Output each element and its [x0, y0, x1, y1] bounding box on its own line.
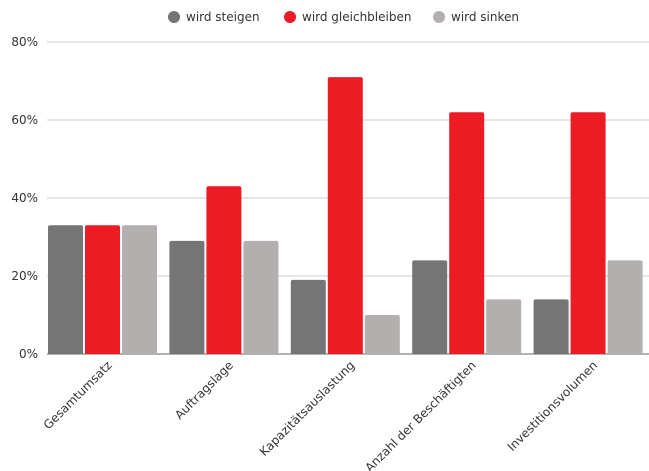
bar: [48, 225, 83, 354]
legend-label: wird gleichbleiben: [302, 10, 411, 24]
bar: [243, 240, 279, 354]
x-category-label: Anzahl der Beschäftigten: [362, 358, 479, 471]
y-tick-label: 80%: [11, 35, 38, 49]
x-category-label: Kapazitätsauslastung: [257, 358, 358, 459]
bar: [122, 225, 157, 354]
bar: [364, 315, 400, 354]
bar: [327, 77, 363, 354]
legend-label: wird steigen: [186, 10, 260, 24]
x-category-label: Gesamtumsatz: [41, 358, 115, 432]
y-tick-label: 20%: [11, 269, 38, 283]
legend-swatch: [168, 11, 180, 23]
bar: [486, 299, 522, 354]
x-category-label: Investitionsvolumen: [505, 358, 601, 454]
bar: [533, 299, 569, 354]
bar: [169, 240, 205, 354]
legend-swatch: [433, 11, 445, 23]
bar: [206, 186, 242, 354]
bar: [570, 112, 606, 354]
bar: [85, 225, 120, 354]
y-tick-label: 40%: [11, 191, 38, 205]
legend-label: wird sinken: [451, 10, 519, 24]
bar: [290, 279, 326, 354]
y-tick-label: 60%: [11, 113, 38, 127]
x-category-label: Auftragslage: [172, 358, 236, 422]
y-tick-label: 0%: [19, 347, 38, 361]
legend-swatch: [284, 11, 296, 23]
bar: [449, 112, 485, 354]
bar: [412, 260, 448, 354]
bar: [607, 260, 643, 354]
